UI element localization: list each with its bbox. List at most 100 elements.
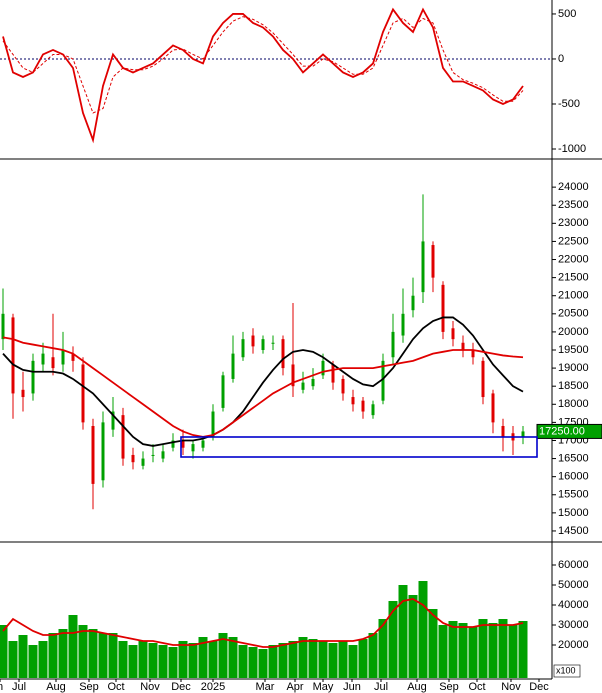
volume-bar [338,641,348,678]
candle-body [1,313,5,340]
candle-body [311,378,315,387]
candle-body [11,317,15,394]
x-tick-label: n [0,681,3,693]
candle-body [361,400,365,412]
candle-body [151,454,155,456]
volume-bar [428,609,438,678]
candle-body [101,422,105,481]
y-tick-label: 21500 [558,272,589,284]
y-tick-label: 22500 [558,235,589,247]
x-tick-label: Jun [343,681,361,693]
y-tick-label: 19000 [558,362,589,374]
volume-bar [68,615,78,678]
candle-body [331,364,335,383]
y-tick-label: 24000 [558,181,589,193]
x-tick-label: Apr [286,681,303,693]
volume-bar [348,645,358,678]
x-tick-label: Dec [529,681,549,693]
y-tick-label: 20000 [558,639,589,651]
volume-bar [388,601,398,678]
y-tick-label: 50000 [558,579,589,591]
volume-bar [188,643,198,678]
candle-body [231,353,235,379]
volume-bar [18,635,28,678]
volume-bar [418,581,428,678]
volume-bar [148,643,158,678]
candle-body [321,360,325,376]
volume-bar [438,625,448,678]
volume-bar [138,641,148,678]
volume-bar [378,619,388,678]
candle-body [81,364,85,423]
x-tick-label: Aug [46,681,66,693]
candle-body [391,331,395,358]
unit-box [553,664,581,678]
volume-bar [298,637,308,678]
candle-body [491,393,495,423]
candle-body [281,339,285,369]
volume-bar [0,625,8,678]
volume-bar [328,643,338,678]
volume-bar [368,633,378,678]
x-tick-label: 2025 [201,681,225,693]
volume-bar [478,619,488,678]
volume-bar [448,621,458,678]
series-line [2,16,524,114]
candle-body [501,426,505,437]
candle-body [141,458,145,466]
x-tick-label: Nov [501,681,521,693]
y-tick-label: -1000 [558,143,586,155]
candle-body [381,360,385,401]
y-tick-label: 23000 [558,217,589,229]
candle-body [411,295,415,311]
last-price-label: 17250.00 [539,425,585,437]
y-tick-label: 16000 [558,471,589,483]
candle-body [241,339,245,358]
x-tick-label: Jul [374,681,388,693]
volume-bar [208,641,218,678]
candle-body [181,440,185,448]
y-tick-label: 60000 [558,559,589,571]
y-tick-label: 40000 [558,599,589,611]
candle-body [221,375,225,408]
volume-bar [178,641,188,678]
y-tick-label: 20000 [558,326,589,338]
candle-body [51,357,55,369]
candle-body [261,339,265,350]
volume-bar [248,647,258,678]
volume-bar [398,585,408,678]
volume-bar [28,645,38,678]
candle-body [41,353,45,365]
candle-body [481,360,485,398]
y-tick-label: -500 [558,98,580,110]
volume-bar [198,637,208,678]
volume-bar [308,639,318,678]
last-price-box [536,423,602,439]
candle-body [401,313,405,336]
support-box [180,436,538,458]
volume-bar [488,623,498,678]
volume-bar [498,619,508,678]
candle-body [121,415,125,459]
y-tick-label: 19500 [558,344,589,356]
candle-body [451,328,455,340]
candle-body [201,440,205,448]
y-tick-label: 21000 [558,290,589,302]
volume-bar [278,643,288,678]
volume-bar [268,645,278,678]
volume-bar [468,627,478,678]
series-line [2,598,524,648]
candle-body [271,342,275,344]
x-tick-label: Sep [79,681,99,693]
candle-body [171,440,175,448]
candle-body [21,389,25,398]
volume-bar [108,633,118,678]
y-tick-label: 18000 [558,398,589,410]
candle-body [61,350,65,365]
volume-bar [358,639,368,678]
volume-bar [218,633,228,678]
x-tick-label: Oct [107,681,124,693]
candle-body [211,411,215,437]
candle-body [461,342,465,350]
